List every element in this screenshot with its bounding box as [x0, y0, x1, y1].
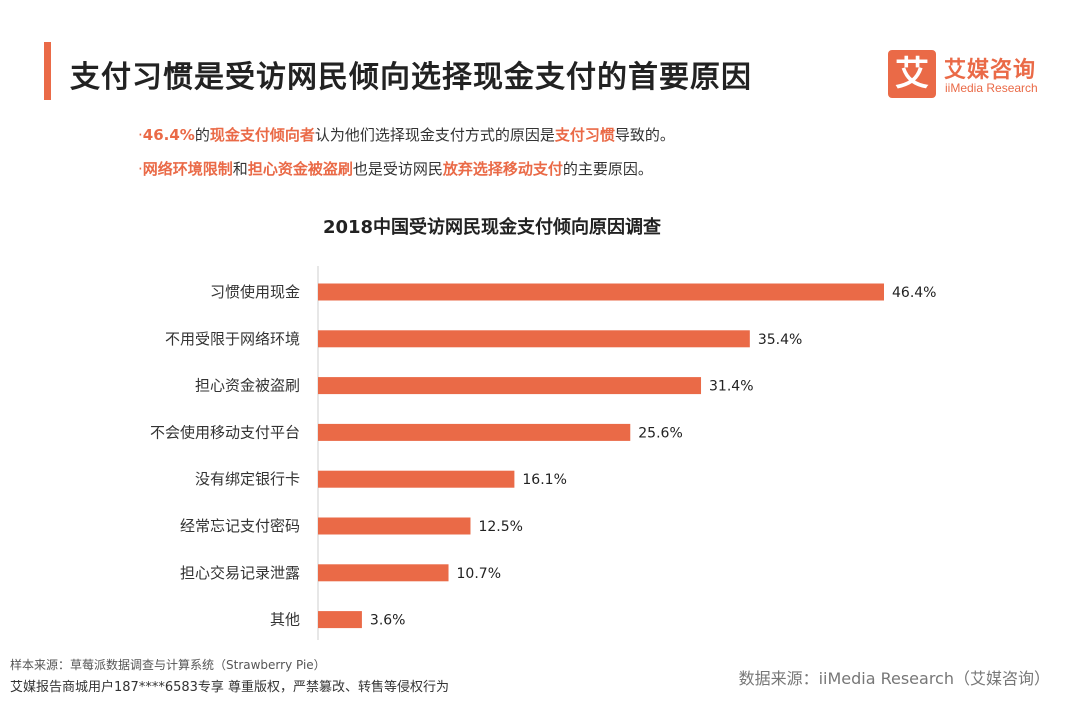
value-label: 25.6% — [638, 425, 682, 441]
category-label: 不用受限于网络环境 — [165, 330, 300, 348]
data-source: 数据来源：iiMedia Research（艾媒咨询） — [738, 669, 1050, 688]
logo-mark: 艾 — [888, 50, 936, 98]
value-label: 31.4% — [709, 379, 753, 395]
category-label: 其他 — [270, 611, 300, 629]
bullet-text: 的 — [194, 126, 210, 144]
value-label: 10.7% — [457, 566, 501, 582]
highlight-text: 支付习惯 — [554, 126, 615, 144]
category-label: 担心交易记录泄露 — [180, 564, 300, 582]
page-title: 支付习惯是受访网民倾向选择现金支付的首要原因 — [70, 60, 752, 95]
bullet-dot: · — [138, 160, 143, 178]
highlight-text: 放弃选择移动支付 — [442, 160, 563, 178]
bar-3 — [318, 423, 631, 441]
chart-title: 2018中国受访网民现金支付倾向原因调查 — [323, 216, 661, 238]
value-label: 16.1% — [522, 472, 566, 488]
bullet-text: 也是受访网民 — [352, 160, 443, 178]
highlight-text: 网络环境限制 — [142, 160, 233, 178]
bar-1 — [318, 330, 750, 348]
bar-7 — [318, 611, 362, 629]
brand-logo: 艾 艾媒咨询 iiMedia Research — [888, 50, 1058, 98]
category-label: 不会使用移动支付平台 — [150, 423, 300, 441]
copyright-notice: 艾媒报告商城用户187****6583专享 尊重版权，严禁篡改、转售等侵权行为 — [10, 680, 450, 695]
bullet-text: 导致的。 — [614, 126, 675, 144]
bullet-text: 和 — [232, 160, 248, 178]
summary-bullet-2: ·网络环境限制和担心资金被盗刷也是受访网民放弃选择移动支付的主要原因。 — [138, 158, 653, 179]
highlight-text: 46.4% — [142, 126, 195, 144]
bullet-text: 的主要原因。 — [562, 160, 653, 178]
sample-source: 样本来源：草莓派数据调查与计算系统（Strawberry Pie） — [10, 658, 326, 672]
bar-6 — [318, 564, 449, 582]
category-label: 习惯使用现金 — [210, 283, 300, 301]
highlight-text: 担心资金被盗刷 — [247, 160, 353, 178]
bar-5 — [318, 517, 471, 535]
logo-name-en: iiMedia Research — [945, 81, 1038, 95]
bar-2 — [318, 377, 702, 395]
bar-0 — [318, 283, 884, 301]
bullet-text: 认为他们选择现金支付方式的原因是 — [314, 126, 555, 144]
category-label: 没有绑定银行卡 — [195, 470, 300, 488]
category-label: 担心资金被盗刷 — [195, 377, 300, 395]
logo-name-cn: 艾媒咨询 — [944, 58, 1037, 83]
highlight-text: 现金支付倾向者 — [209, 126, 315, 144]
summary-bullet-1: ·46.4%的现金支付倾向者认为他们选择现金支付方式的原因是支付习惯导致的。 — [138, 124, 675, 145]
title-accent-bar — [44, 42, 51, 100]
category-label: 经常忘记支付密码 — [180, 517, 300, 535]
value-label: 12.5% — [478, 519, 522, 535]
value-label: 46.4% — [892, 285, 936, 301]
value-label: 35.4% — [758, 332, 802, 348]
value-label: 3.6% — [370, 613, 406, 629]
bar-4 — [318, 470, 515, 488]
bullet-dot: · — [138, 126, 143, 144]
